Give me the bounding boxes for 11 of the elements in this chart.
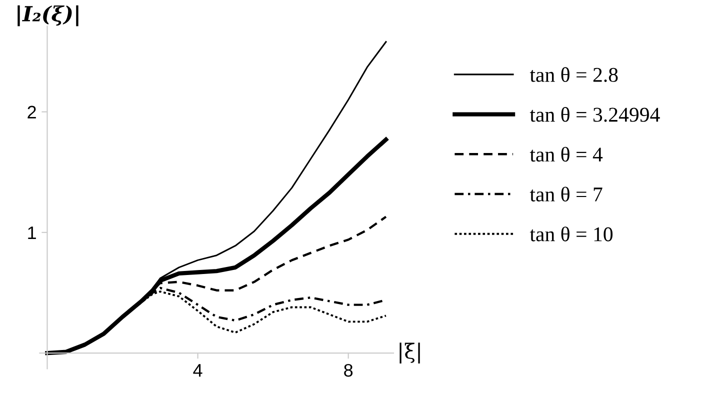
legend-label: tan θ = 10 xyxy=(530,226,613,242)
x-tick-label: 4 xyxy=(193,364,202,377)
legend-label: tan θ = 4 xyxy=(530,146,603,162)
y-axis-title: |I₂(ξ)| xyxy=(18,5,78,26)
legend-label: tan θ = 2.8 xyxy=(530,67,618,82)
legend-label: tan θ = 7 xyxy=(530,186,602,202)
x-tick-label: 8 xyxy=(344,364,353,377)
legend-label: tan θ = 3.24994 xyxy=(530,107,660,122)
x-axis-title: |ξ| xyxy=(400,342,420,364)
y-tick-label: 1 xyxy=(28,226,36,239)
y-tick-label: 2 xyxy=(28,106,36,118)
